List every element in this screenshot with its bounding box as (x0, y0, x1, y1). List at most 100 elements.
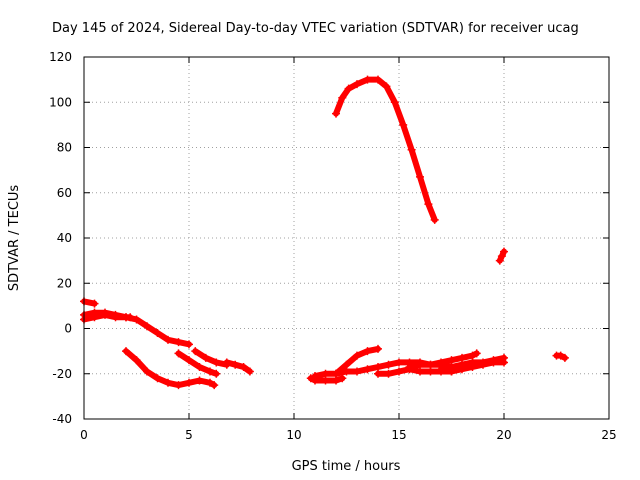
y-axis-label: SDTVAR / TECUs (7, 185, 22, 292)
data-point (395, 358, 403, 367)
data-point (321, 376, 330, 385)
data-point (426, 367, 435, 376)
series-s10 (332, 75, 439, 224)
x-tick-label: 0 (80, 428, 88, 442)
data-point (111, 310, 120, 319)
data-point (185, 356, 193, 365)
series-s2 (80, 310, 193, 349)
series-s4 (122, 347, 219, 390)
series-line (192, 348, 230, 368)
x-tick-label: 15 (391, 428, 406, 442)
data-point (338, 374, 347, 383)
data-point (495, 256, 504, 265)
data-point (101, 308, 109, 317)
data-point (353, 80, 361, 89)
data-point (338, 93, 347, 102)
x-tick-label: 25 (601, 428, 616, 442)
data-point (363, 75, 372, 84)
data-point (374, 344, 382, 353)
data-point (332, 109, 340, 118)
data-point (384, 360, 393, 369)
x-tick-label: 5 (185, 428, 193, 442)
data-point (126, 313, 135, 322)
data-point (311, 372, 319, 381)
data-point (344, 84, 353, 93)
y-tick-label: 40 (57, 231, 72, 245)
data-point (405, 362, 414, 371)
series-s8 (306, 374, 347, 385)
data-point (500, 358, 508, 367)
data-point (437, 358, 445, 367)
y-tick-label: 120 (49, 50, 72, 64)
y-tick-label: 0 (64, 322, 72, 336)
data-point (191, 347, 200, 356)
data-point (353, 351, 361, 360)
data-point (489, 358, 498, 367)
y-tick-label: 60 (57, 186, 72, 200)
data-point (416, 172, 424, 181)
data-point (342, 360, 351, 369)
series-s15 (447, 358, 508, 376)
data-point (90, 308, 99, 317)
data-point (153, 329, 162, 338)
data-point (353, 367, 361, 376)
x-tick-label: 20 (496, 428, 511, 442)
data-point (206, 367, 214, 376)
data-point (447, 367, 456, 376)
data-point (212, 369, 221, 378)
data-point (201, 353, 210, 362)
data-point (174, 381, 183, 390)
data-point (239, 362, 248, 371)
data-point (185, 340, 193, 349)
data-point (363, 347, 372, 356)
series-line (223, 359, 253, 375)
data-point (437, 365, 445, 374)
data-point (497, 252, 506, 261)
series-s16 (495, 247, 508, 265)
series-line (333, 76, 438, 223)
data-point (407, 145, 416, 154)
data-point (458, 365, 466, 374)
data-point (430, 215, 439, 224)
y-tick-label: 100 (49, 95, 72, 109)
data-point (374, 362, 382, 371)
data-point (500, 247, 508, 256)
data-point (390, 98, 399, 107)
series-s7 (222, 358, 254, 376)
data-point (374, 369, 382, 378)
data-point (132, 356, 141, 365)
data-point (143, 367, 151, 376)
series-line (123, 348, 218, 389)
data-point (468, 351, 477, 360)
series-s17 (552, 351, 569, 362)
data-point (384, 369, 393, 378)
data-point (174, 349, 183, 358)
data-point (132, 315, 141, 324)
x-tick-label: 10 (286, 428, 301, 442)
axis-ticks: 0 5 10 15 20 25 -40 -20 0 20 40 60 80 100 120 (49, 50, 617, 442)
data-point (416, 367, 424, 376)
data-point (153, 374, 162, 383)
x-axis-label: GPS time / hours (292, 459, 401, 474)
series-layer (80, 75, 569, 390)
data-point (458, 353, 466, 362)
data-point (426, 360, 435, 369)
data-point (447, 356, 456, 365)
data-point (90, 299, 99, 308)
y-tick-label: -20 (52, 367, 72, 381)
y-tick-label: 80 (57, 141, 72, 155)
data-point (164, 378, 172, 387)
data-point (195, 376, 204, 385)
data-point (321, 369, 330, 378)
data-point (416, 360, 424, 369)
data-point (479, 360, 487, 369)
data-point (143, 322, 151, 331)
data-point (560, 353, 569, 362)
data-point (210, 381, 219, 390)
data-point (212, 358, 221, 367)
series-s1 (80, 297, 99, 308)
data-point (195, 362, 204, 371)
data-point (174, 338, 183, 347)
data-point (556, 351, 565, 360)
series-s9 (311, 344, 382, 381)
